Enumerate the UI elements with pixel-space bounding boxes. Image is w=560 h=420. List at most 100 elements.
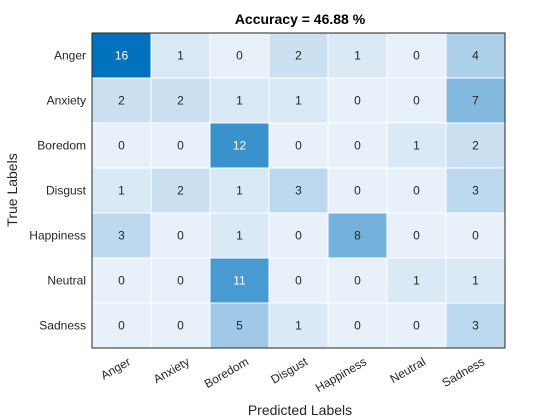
heatmap-cell: [268, 257, 329, 304]
cell-value-label: 16: [115, 49, 129, 63]
cell-value-label: 0: [413, 94, 420, 108]
heatmap-cell: [91, 167, 152, 214]
cell-value-label: 1: [295, 319, 302, 333]
cell-value-label: 2: [295, 49, 302, 63]
cell-value-label: 0: [354, 94, 361, 108]
cell-value-label: 0: [118, 139, 125, 153]
y-tick-label: Disgust: [46, 184, 87, 198]
cell-value-label: 0: [354, 139, 361, 153]
cell-value-label: 2: [177, 94, 184, 108]
heatmap-cell: [327, 302, 388, 349]
cell-value-label: 0: [177, 139, 184, 153]
cell-value-label: 1: [177, 49, 184, 63]
heatmap-cell: [91, 302, 152, 349]
cell-value-label: 0: [354, 184, 361, 198]
x-tick-labels: Anger Anxiety Boredom Disgust Happiness Neutr…: [98, 354, 487, 395]
heatmap-cells: [91, 32, 506, 349]
heatmap-cell: [209, 302, 270, 349]
y-tick-label: Happiness: [29, 229, 86, 243]
cell-value-label: 1: [354, 49, 361, 63]
heatmap-cell: [327, 77, 388, 124]
cell-value-label: 2: [177, 184, 184, 198]
cell-value-label: 0: [177, 229, 184, 243]
x-tick-label: Disgust: [268, 354, 310, 386]
cell-value-label: 1: [413, 139, 420, 153]
x-tick-label: Neutral: [387, 354, 428, 385]
heatmap-cell: [150, 257, 211, 304]
cell-value-label: 1: [118, 184, 125, 198]
heatmap-cell: [209, 77, 270, 124]
cell-value-label: 3: [118, 229, 125, 243]
cell-value-label: 0: [354, 319, 361, 333]
cell-value-label: 4: [472, 49, 479, 63]
heatmap-cell: [327, 122, 388, 169]
plot-border: [91, 32, 506, 349]
cell-value-label: 1: [236, 94, 243, 108]
heatmap-cell: [91, 257, 152, 304]
y-tick-label: Anxiety: [47, 94, 86, 108]
heatmap-cell: [268, 302, 329, 349]
cell-value-label: 1: [236, 229, 243, 243]
y-axis-label: True Labels: [4, 153, 20, 226]
cell-value-label: 0: [177, 319, 184, 333]
heatmap-cell: [445, 302, 506, 349]
y-tick-label: Boredom: [37, 139, 86, 153]
heatmap-cell: [150, 167, 211, 214]
heatmap-cell: [445, 122, 506, 169]
cell-value-label: 0: [118, 274, 125, 288]
heatmap-cell: [445, 167, 506, 214]
heatmap-cell: [327, 257, 388, 304]
cell-value-label: 3: [472, 319, 479, 333]
cell-value-label: 0: [295, 139, 302, 153]
cell-value-label: 2: [118, 94, 125, 108]
cell-value-label: 0: [413, 319, 420, 333]
x-tick-label: Boredom: [202, 354, 251, 390]
heatmap-cell: [445, 77, 506, 124]
heatmap-cell: [150, 32, 211, 79]
y-tick-label: Neutral: [47, 274, 86, 288]
heatmap-cell: [91, 212, 152, 259]
cell-value-label: 3: [472, 184, 479, 198]
x-tick-label: Sadness: [440, 354, 487, 389]
cell-value-label: 0: [236, 49, 243, 63]
heatmap-cell: [386, 122, 447, 169]
cell-value-label: 7: [472, 94, 479, 108]
cell-value-label: 2: [472, 139, 479, 153]
x-tick-label: Anxiety: [151, 354, 192, 386]
cell-value-label: 3: [295, 184, 302, 198]
cell-value-label: 11: [233, 274, 246, 288]
cell-value-label: 0: [354, 274, 361, 288]
x-tick-label: Anger: [98, 354, 133, 382]
cell-value-label: 0: [413, 184, 420, 198]
y-tick-labels: Anger Anxiety Boredom Disgust Happiness Neutr…: [29, 49, 86, 333]
heatmap-cell: [268, 122, 329, 169]
heatmap-cell: [445, 257, 506, 304]
cell-value-label: 0: [413, 229, 420, 243]
cell-value-label: 0: [295, 274, 302, 288]
cell-value-label: 1: [236, 184, 243, 198]
cell-value-label: 0: [413, 49, 420, 63]
cell-value-label: 1: [472, 274, 479, 288]
heatmap-cell: [91, 32, 152, 79]
cell-value-label: 5: [236, 319, 243, 333]
x-tick-label: Happiness: [313, 354, 369, 394]
y-tick-label: Sadness: [39, 319, 86, 333]
cell-value-label: 1: [295, 94, 302, 108]
cell-value-label: 0: [295, 229, 302, 243]
heatmap-cell: [209, 212, 270, 259]
cell-value-label: 1: [413, 274, 420, 288]
y-tick-label: Anger: [54, 49, 86, 63]
cell-value-labels: 16 1 0 2 1 0 42 2 1 1 0 0 70 0 12 0 0 1 21 2 1 3 0 0 33 0 1 0 8 0 00 0 1…: [115, 49, 479, 333]
heatmap-cell: [150, 122, 211, 169]
chart-title: Accuracy = 46.88 %: [235, 11, 366, 27]
x-axis-label: Predicted Labels: [248, 402, 352, 418]
cell-value-label: 12: [233, 139, 247, 153]
heatmap-cell: [386, 167, 447, 214]
cell-value-label: 0: [177, 274, 184, 288]
heatmap-cell: [386, 302, 447, 349]
heatmap-cell: [386, 32, 447, 79]
heatmap-cell: [209, 122, 270, 169]
cell-value-label: 8: [354, 229, 361, 243]
cell-value-label: 0: [472, 229, 479, 243]
